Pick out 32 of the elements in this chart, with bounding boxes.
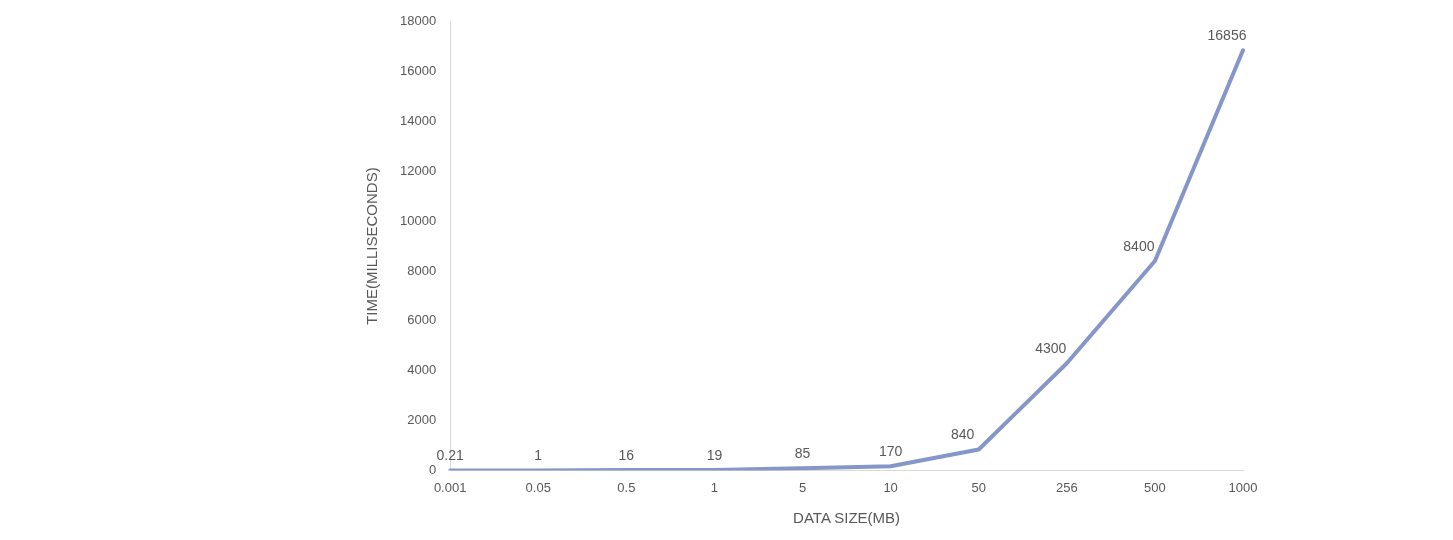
y-tick-label: 2000 bbox=[407, 412, 437, 428]
data-label: 16856 bbox=[1207, 27, 1247, 44]
x-tick-label: 0.05 bbox=[525, 479, 551, 495]
x-tick-label: 1 bbox=[710, 479, 719, 495]
y-tick-label: 8000 bbox=[407, 262, 437, 278]
y-tick-label: 4000 bbox=[407, 362, 437, 378]
y-axis-title: TIME(MILLISECONDS) bbox=[363, 167, 381, 325]
y-tick-label: 10000 bbox=[399, 212, 437, 228]
y-tick-label: 14000 bbox=[399, 113, 437, 129]
x-tick-label: 0.001 bbox=[433, 479, 467, 495]
y-tick-label: 16000 bbox=[399, 63, 437, 79]
data-label: 840 bbox=[951, 426, 975, 443]
data-label: 85 bbox=[794, 445, 811, 462]
x-axis-title: DATA SIZE(MB) bbox=[793, 509, 901, 527]
y-tick-label: 0 bbox=[428, 461, 437, 477]
data-label: 8400 bbox=[1123, 237, 1155, 254]
x-tick-label: 1000 bbox=[1228, 479, 1258, 495]
x-tick-label: 10 bbox=[883, 479, 898, 495]
x-tick-label: 5 bbox=[798, 479, 807, 495]
x-tick-label: 256 bbox=[1055, 479, 1078, 495]
x-tick-label: 500 bbox=[1144, 479, 1166, 495]
x-tick-label: 0.5 bbox=[617, 479, 636, 495]
data-label: 170 bbox=[878, 443, 903, 460]
data-label: 1 bbox=[534, 447, 543, 464]
y-tick-label: 18000 bbox=[399, 13, 437, 29]
data-label: 0.21 bbox=[436, 447, 464, 464]
y-tick-label: 12000 bbox=[399, 162, 437, 178]
data-label: 4300 bbox=[1035, 340, 1067, 357]
data-label: 19 bbox=[706, 446, 723, 463]
y-tick-label: 6000 bbox=[407, 312, 437, 328]
x-tick-label: 50 bbox=[971, 479, 986, 495]
data-label: 16 bbox=[618, 446, 635, 463]
